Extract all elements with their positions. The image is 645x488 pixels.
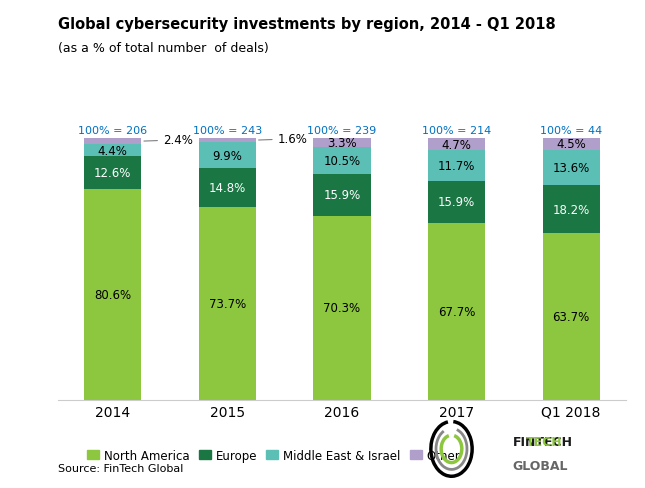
Bar — [84, 157, 141, 189]
Text: 12.6%: 12.6% — [94, 166, 131, 180]
Text: 15.9%: 15.9% — [438, 196, 475, 209]
Text: 10.5%: 10.5% — [323, 155, 361, 167]
Bar — [313, 175, 370, 216]
Bar — [199, 169, 256, 207]
Bar — [428, 223, 485, 400]
Text: 100% = 44: 100% = 44 — [540, 126, 602, 136]
Text: FINTECH: FINTECH — [513, 435, 573, 448]
Text: Source: FinTech Global: Source: FinTech Global — [58, 464, 183, 473]
Bar — [428, 182, 485, 223]
Bar — [542, 234, 600, 400]
Bar — [199, 207, 256, 400]
Text: 100% = 243: 100% = 243 — [193, 126, 262, 136]
Text: 3.3%: 3.3% — [327, 137, 357, 149]
Legend: North America, Europe, Middle East & Israel, Other: North America, Europe, Middle East & Isr… — [83, 444, 465, 467]
Text: 100% = 214: 100% = 214 — [422, 126, 491, 136]
Text: GLOBAL: GLOBAL — [513, 460, 568, 472]
Text: 63.7%: 63.7% — [553, 310, 590, 324]
Bar — [84, 189, 141, 400]
Text: 11.7%: 11.7% — [438, 160, 475, 173]
Text: 1.6%: 1.6% — [259, 133, 308, 146]
Text: 13.6%: 13.6% — [553, 162, 590, 175]
Bar — [199, 139, 256, 143]
Text: TECH: TECH — [526, 435, 562, 448]
Text: 15.9%: 15.9% — [323, 189, 361, 202]
Bar — [313, 216, 370, 400]
Bar — [428, 139, 485, 151]
Text: 67.7%: 67.7% — [438, 305, 475, 318]
Text: 100% = 206: 100% = 206 — [78, 126, 147, 136]
Bar — [542, 139, 600, 150]
Bar — [84, 145, 141, 157]
Bar — [84, 139, 141, 145]
Text: 14.8%: 14.8% — [208, 182, 246, 195]
Text: 18.2%: 18.2% — [553, 203, 590, 216]
Text: 4.7%: 4.7% — [442, 139, 471, 151]
Text: 4.4%: 4.4% — [97, 144, 128, 157]
Bar — [313, 147, 370, 175]
Bar — [542, 150, 600, 186]
Text: 70.3%: 70.3% — [323, 302, 361, 315]
Text: 73.7%: 73.7% — [208, 297, 246, 310]
Bar — [199, 143, 256, 169]
Text: 100% = 239: 100% = 239 — [307, 126, 377, 136]
Bar — [313, 139, 370, 147]
Text: (as a % of total number  of deals): (as a % of total number of deals) — [58, 41, 269, 55]
Text: 2.4%: 2.4% — [144, 134, 193, 147]
Text: 80.6%: 80.6% — [94, 288, 131, 301]
Text: 4.5%: 4.5% — [556, 138, 586, 151]
Bar — [542, 186, 600, 234]
Bar — [428, 151, 485, 182]
Text: Global cybersecurity investments by region, 2014 - Q1 2018: Global cybersecurity investments by regi… — [58, 17, 556, 32]
Text: 9.9%: 9.9% — [212, 149, 242, 163]
